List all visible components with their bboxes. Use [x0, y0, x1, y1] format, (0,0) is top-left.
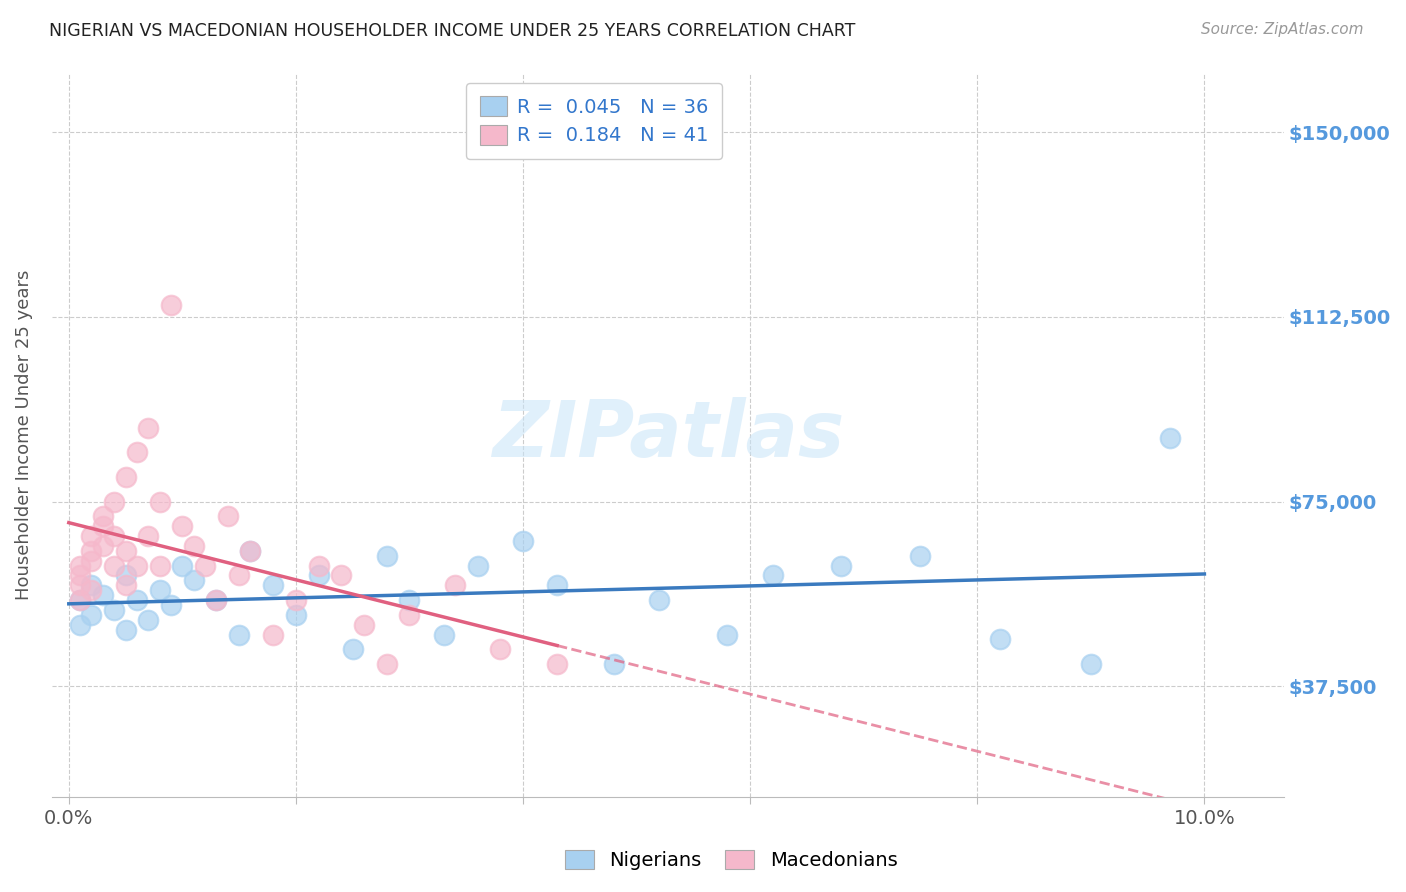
Point [91, 509, 114, 524]
Point [125, 445, 148, 459]
Point [149, 494, 172, 508]
Point [136, 420, 159, 434]
Point [546, 578, 568, 592]
Text: Source: ZipAtlas.com: Source: ZipAtlas.com [1201, 22, 1364, 37]
Point [103, 603, 125, 617]
Point [217, 509, 239, 524]
Point [432, 627, 454, 641]
Point [512, 533, 534, 548]
Point [183, 539, 205, 553]
Point [228, 568, 250, 582]
Point [308, 558, 330, 573]
Point [103, 558, 125, 573]
Point [69, 593, 91, 607]
Point [91, 519, 114, 533]
Point [91, 588, 114, 602]
Point [284, 607, 307, 622]
Point [375, 657, 398, 672]
Point [80, 583, 103, 598]
Point [125, 593, 148, 607]
Point [603, 657, 626, 672]
Point [489, 642, 512, 657]
Point [1080, 657, 1102, 672]
Point [830, 558, 852, 573]
Point [910, 549, 932, 563]
Point [103, 529, 125, 543]
Point [342, 642, 364, 657]
Point [1159, 430, 1181, 444]
Y-axis label: Householder Income Under 25 years: Householder Income Under 25 years [15, 270, 32, 600]
Point [69, 593, 91, 607]
Point [308, 568, 330, 582]
Point [103, 494, 125, 508]
Point [149, 558, 172, 573]
Point [183, 574, 205, 588]
Point [262, 627, 284, 641]
Point [160, 297, 183, 311]
Point [172, 558, 194, 573]
Point [80, 607, 103, 622]
Point [398, 607, 420, 622]
Point [69, 617, 91, 632]
Point [284, 593, 307, 607]
Point [114, 470, 136, 484]
Point [80, 578, 103, 592]
Point [648, 593, 671, 607]
Point [172, 519, 194, 533]
Point [114, 578, 136, 592]
Point [716, 627, 738, 641]
Point [160, 598, 183, 612]
Point [375, 549, 398, 563]
Point [444, 578, 467, 592]
Point [114, 568, 136, 582]
Point [69, 568, 91, 582]
Point [546, 657, 568, 672]
Point [239, 544, 262, 558]
Point [125, 558, 148, 573]
Text: NIGERIAN VS MACEDONIAN HOUSEHOLDER INCOME UNDER 25 YEARS CORRELATION CHART: NIGERIAN VS MACEDONIAN HOUSEHOLDER INCOM… [49, 22, 856, 40]
Point [80, 554, 103, 568]
Point [262, 578, 284, 592]
Point [136, 613, 159, 627]
Point [228, 627, 250, 641]
Point [205, 593, 228, 607]
Legend: Nigerians, Macedonians: Nigerians, Macedonians [557, 842, 905, 878]
Point [114, 544, 136, 558]
Point [398, 593, 420, 607]
Text: ZIPatlas: ZIPatlas [492, 397, 844, 473]
Point [988, 632, 1011, 647]
Legend: R =  0.045   N = 36, R =  0.184   N = 41: R = 0.045 N = 36, R = 0.184 N = 41 [467, 83, 721, 159]
Point [149, 583, 172, 598]
Point [762, 568, 785, 582]
Point [205, 593, 228, 607]
Point [239, 544, 262, 558]
Point [80, 544, 103, 558]
Point [69, 578, 91, 592]
Point [136, 529, 159, 543]
Point [114, 623, 136, 637]
Point [467, 558, 489, 573]
Point [330, 568, 353, 582]
Point [353, 617, 375, 632]
Point [80, 529, 103, 543]
Point [69, 558, 91, 573]
Point [91, 539, 114, 553]
Point [194, 558, 217, 573]
